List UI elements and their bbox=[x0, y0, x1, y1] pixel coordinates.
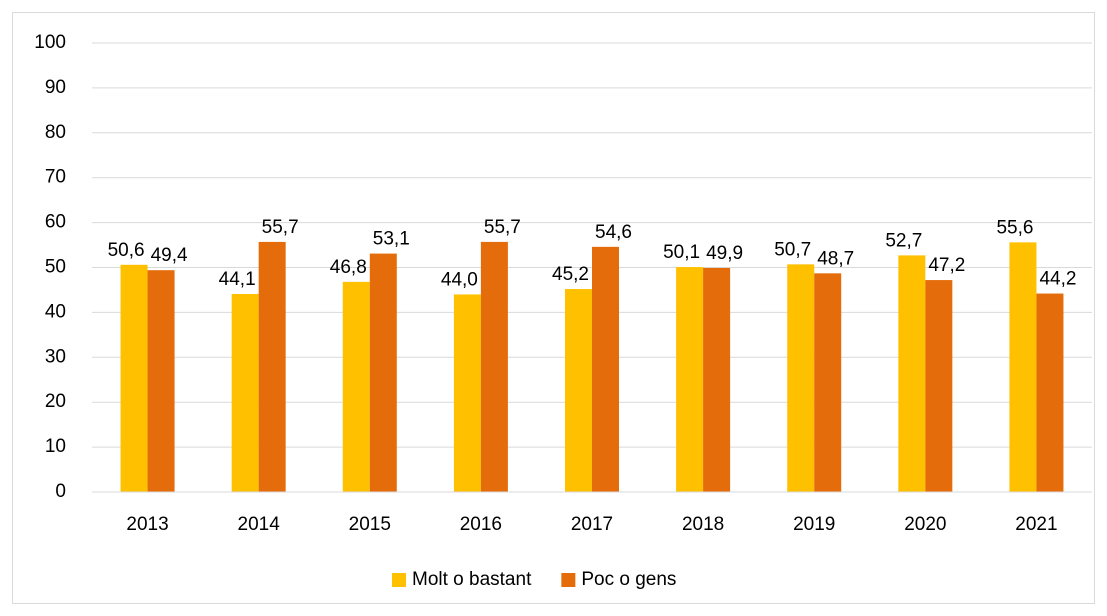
data-label: 48,7 bbox=[817, 248, 854, 269]
bar bbox=[480, 241, 508, 492]
data-label: 49,4 bbox=[151, 245, 188, 266]
legend-label: Molt o bastant bbox=[412, 569, 532, 590]
legend-swatch bbox=[392, 573, 406, 587]
data-label: 45,2 bbox=[552, 264, 589, 285]
y-tick-label: 80 bbox=[45, 122, 66, 143]
y-tick-label: 0 bbox=[55, 481, 66, 502]
y-tick-label: 50 bbox=[45, 257, 66, 278]
legend-label: Poc o gens bbox=[581, 569, 676, 590]
bar bbox=[258, 241, 286, 492]
data-label: 52,7 bbox=[885, 230, 922, 251]
bar bbox=[1009, 242, 1037, 492]
x-tick-label: 2013 bbox=[126, 514, 168, 535]
bar bbox=[592, 246, 619, 492]
x-tick-label: 2016 bbox=[460, 514, 502, 535]
data-label: 49,9 bbox=[706, 243, 743, 264]
y-tick-label: 20 bbox=[45, 391, 66, 412]
data-label: 54,6 bbox=[595, 222, 632, 243]
bar bbox=[1036, 293, 1064, 492]
bar bbox=[787, 264, 815, 492]
y-tick-label: 40 bbox=[45, 301, 66, 322]
y-tick-label: 30 bbox=[45, 346, 66, 367]
data-label: 53,1 bbox=[373, 229, 410, 250]
data-label: 44,1 bbox=[219, 269, 256, 290]
x-tick-label: 2020 bbox=[904, 514, 946, 535]
data-label: 50,1 bbox=[663, 242, 700, 263]
bar bbox=[703, 267, 731, 492]
bar bbox=[120, 264, 148, 492]
x-tick-label: 2021 bbox=[1015, 514, 1057, 535]
y-tick-label: 100 bbox=[34, 32, 66, 53]
x-tick-label: 2019 bbox=[793, 514, 835, 535]
legend-swatch bbox=[561, 573, 576, 587]
data-label: 50,7 bbox=[774, 239, 811, 260]
data-label: 55,7 bbox=[484, 217, 521, 238]
data-label: 44,0 bbox=[441, 269, 478, 290]
x-tick-label: 2014 bbox=[238, 514, 281, 535]
bar bbox=[453, 294, 481, 492]
bar bbox=[898, 255, 926, 492]
data-label: 46,8 bbox=[330, 257, 367, 278]
bar bbox=[676, 267, 704, 492]
bar bbox=[369, 253, 397, 492]
bar bbox=[814, 273, 842, 492]
bar bbox=[342, 281, 370, 492]
y-tick-label: 10 bbox=[45, 436, 66, 457]
bar bbox=[231, 293, 259, 492]
data-label: 50,6 bbox=[108, 240, 145, 261]
data-label: 55,7 bbox=[262, 217, 299, 238]
bar bbox=[147, 270, 175, 492]
y-tick-label: 60 bbox=[45, 212, 66, 233]
x-tick-label: 2015 bbox=[349, 514, 391, 535]
data-label: 47,2 bbox=[928, 255, 965, 276]
data-label: 55,6 bbox=[996, 217, 1033, 238]
bar bbox=[565, 289, 592, 492]
x-tick-label: 2018 bbox=[682, 514, 724, 535]
y-tick-label: 90 bbox=[45, 77, 66, 98]
bar bbox=[925, 280, 953, 492]
y-tick-label: 70 bbox=[45, 167, 66, 188]
x-tick-label: 2017 bbox=[571, 514, 613, 535]
data-label: 44,2 bbox=[1039, 269, 1076, 290]
